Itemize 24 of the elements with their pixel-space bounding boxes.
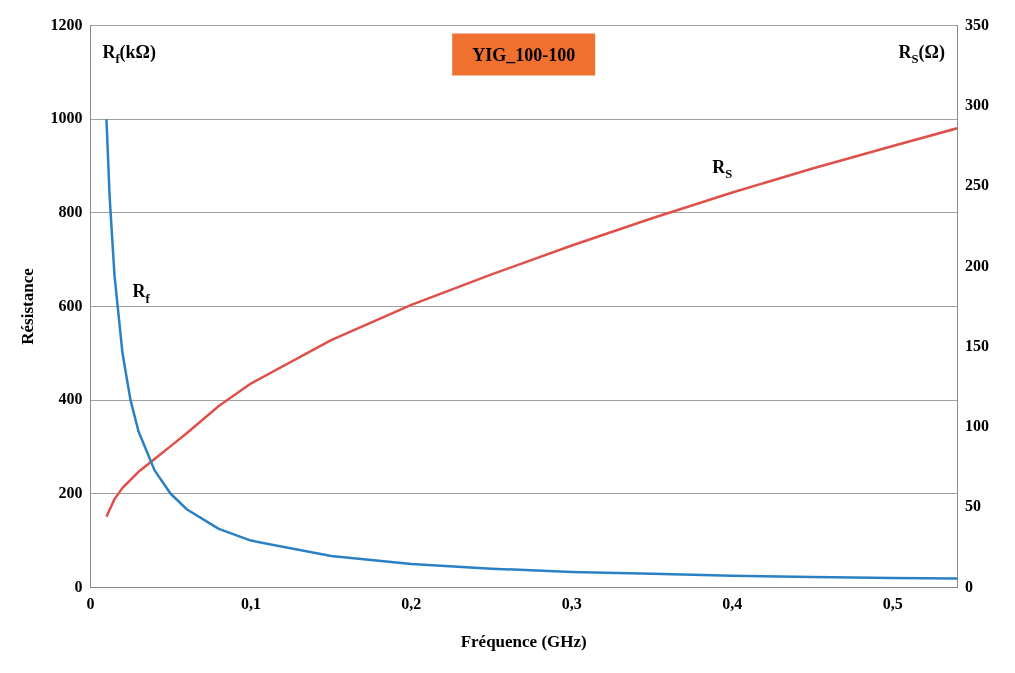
y2-tick-label: 50: [965, 497, 981, 515]
y2-tick-label: 350: [965, 15, 989, 33]
y2-tick-label: 200: [965, 256, 989, 274]
y2-tick-label: 250: [965, 176, 989, 194]
y-axis-title: Résistance: [17, 267, 37, 345]
x-tick-label: 0,5: [882, 595, 903, 613]
y-tick-label: 0: [74, 577, 83, 595]
y2-tick-label: 150: [965, 336, 989, 354]
y2-tick-label: 0: [965, 577, 973, 595]
y2-tick-label: 300: [965, 96, 989, 113]
y-tick-label: 400: [58, 390, 83, 408]
x-tick-label: 0,4: [722, 595, 743, 613]
x-axis-title: Fréquence (GHz): [460, 632, 587, 652]
y-tick-label: 1000: [50, 109, 83, 127]
x-tick-label: 0: [86, 595, 95, 613]
x-tick-label: 0,1: [240, 595, 261, 613]
y-tick-label: 800: [58, 203, 83, 221]
y-tick-label: 600: [58, 296, 83, 314]
y2-tick-label: 100: [965, 417, 989, 435]
x-tick-label: 0,2: [401, 595, 422, 613]
x-tick-label: 0,3: [561, 595, 582, 613]
y-tick-label: 200: [58, 483, 83, 501]
text: YIG_100-100: [472, 44, 576, 65]
y-tick-label: 1200: [50, 15, 83, 33]
